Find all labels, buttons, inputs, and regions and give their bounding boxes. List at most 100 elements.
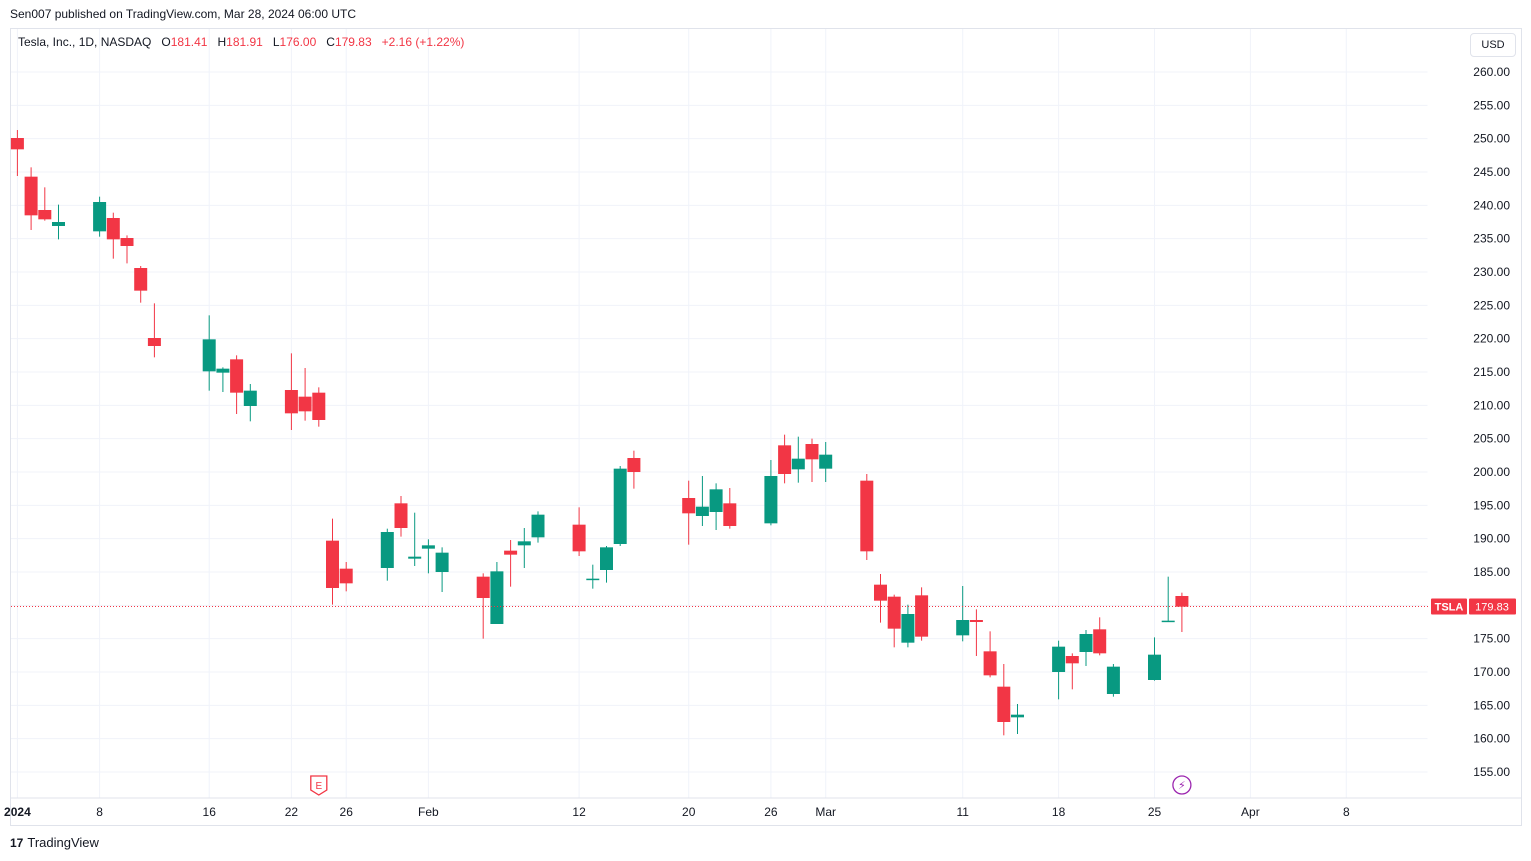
candle-body: [600, 547, 613, 570]
price-tag-symbol: TSLA: [1435, 601, 1464, 613]
candle: [1065, 653, 1079, 690]
candle-body: [1079, 634, 1093, 652]
candle: [613, 466, 627, 546]
candle-body: [805, 444, 819, 460]
candle-body: [93, 202, 107, 232]
candle-body: [24, 176, 38, 216]
candle-body: [394, 503, 408, 528]
y-tick-label: 230.00: [1473, 265, 1510, 279]
candle-body: [586, 578, 600, 581]
x-tick-label: 25: [1148, 805, 1162, 819]
x-tick-label: 26: [764, 805, 778, 819]
candle-body: [339, 568, 353, 584]
candle-body: [778, 445, 792, 474]
candle-body: [120, 238, 134, 246]
last-price-tag: TSLA 179.83: [11, 598, 1516, 615]
x-tick-label: 22: [285, 805, 299, 819]
x-tick-label: 12: [572, 805, 586, 819]
candle-body: [298, 396, 312, 412]
earnings-marker-label: E: [315, 781, 322, 792]
candle: [983, 631, 997, 678]
legend-change: +2.16 (+1.22%): [381, 35, 465, 49]
legend-close-value: 179.83: [334, 35, 372, 49]
candle-body: [969, 620, 983, 622]
y-tick-label: 240.00: [1473, 198, 1510, 212]
y-tick-label: 200.00: [1473, 465, 1510, 479]
candle-body: [230, 359, 244, 393]
event-markers[interactable]: E ⚡: [310, 775, 1192, 796]
x-tick-label: 8: [96, 805, 103, 819]
y-tick-label: 245.00: [1473, 165, 1510, 179]
price-tag-value-bg: [1469, 598, 1516, 615]
candle-body: [421, 545, 435, 549]
candle: [874, 574, 887, 623]
legend-low-label: L: [272, 35, 280, 49]
candle-body: [38, 210, 52, 220]
candle-body: [901, 614, 915, 643]
candle-body: [517, 541, 531, 546]
price-tag-symbol-bg: [1431, 598, 1467, 615]
candle-body: [284, 390, 298, 414]
price-axis[interactable]: 260.00 255.00 250.00 245.00 240.00 235.00 230.…: [1427, 29, 1510, 798]
x-tick-label: 11: [956, 805, 969, 819]
candle: [312, 387, 326, 427]
y-tick-label: 160.00: [1473, 732, 1510, 746]
candle: [1011, 704, 1024, 734]
candle-body: [216, 368, 230, 373]
chart-frame[interactable]: [10, 28, 1522, 826]
candle-body: [52, 222, 65, 226]
candle: [38, 187, 52, 221]
candle: [421, 539, 435, 574]
candle-body: [1011, 714, 1024, 718]
candle-body: [1093, 629, 1107, 654]
legend-low-value: 176.00: [279, 35, 317, 49]
candle: [408, 512, 422, 566]
candle-body: [202, 339, 216, 372]
candle-body: [682, 498, 696, 514]
candle: [1079, 630, 1093, 666]
candle-body: [1148, 654, 1161, 680]
candle-body: [819, 454, 833, 469]
candle-body: [887, 596, 901, 629]
y-tick-label: 165.00: [1473, 698, 1510, 712]
time-axis[interactable]: 2024 8 16 22 26 Feb 12 20 26 Mar 11 18 25 Apr 8: [4, 797, 1521, 819]
tradingview-logo[interactable]: 17 TradingView: [10, 835, 99, 850]
x-tick-label: Mar: [815, 805, 836, 819]
candle: [1175, 592, 1189, 632]
candle: [791, 436, 805, 483]
candle-body: [504, 550, 518, 555]
candle: [723, 488, 737, 529]
candle-body: [723, 503, 737, 526]
candle: [1161, 576, 1175, 623]
y-tick-label: 225.00: [1473, 298, 1510, 312]
candle: [600, 546, 613, 583]
candle: [106, 212, 120, 259]
y-tick-label: 220.00: [1473, 332, 1510, 346]
candle: [134, 266, 148, 303]
candle-body: [997, 686, 1011, 722]
candle-body: [915, 595, 929, 637]
split-marker[interactable]: ⚡: [1172, 775, 1192, 795]
candle-body: [531, 514, 545, 538]
candle: [120, 235, 134, 264]
x-tick-label: 16: [203, 805, 217, 819]
symbol-legend[interactable]: Tesla, Inc., 1D, NASDAQ O181.41 H181.91 …: [18, 35, 464, 49]
candle: [394, 496, 408, 537]
legend-high-label: H: [217, 35, 227, 49]
currency-button[interactable]: USD: [1470, 33, 1516, 57]
candle: [380, 528, 394, 581]
candle-body: [613, 468, 627, 544]
candle: [24, 167, 38, 230]
candle-body: [106, 218, 120, 240]
earnings-marker[interactable]: E: [310, 775, 328, 796]
candle: [887, 594, 901, 648]
y-tick-label: 195.00: [1473, 498, 1510, 512]
candle: [230, 355, 244, 414]
candle-body: [435, 552, 449, 572]
candle-body: [874, 584, 887, 601]
legend-close-label: C: [326, 35, 335, 49]
candle-body: [627, 458, 641, 472]
tradingview-brand: TradingView: [27, 835, 99, 850]
candle: [819, 442, 833, 482]
